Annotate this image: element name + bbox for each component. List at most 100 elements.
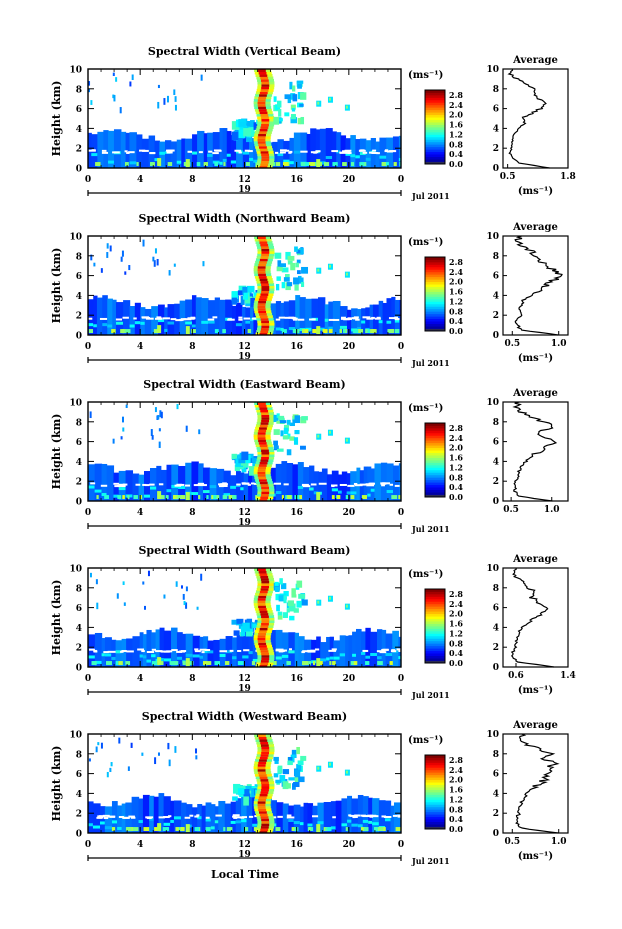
heatmap-cell (245, 162, 250, 167)
heatmap-cell (117, 805, 123, 833)
heatmap-cell (379, 137, 387, 168)
y-tick-label: 10 (69, 399, 82, 409)
heatmap-cell (191, 807, 198, 833)
heatmap-cell (243, 796, 249, 806)
heatmap-cell (292, 85, 296, 92)
heatmap-cell (146, 629, 152, 667)
heatmap-cell (257, 302, 266, 306)
colorbar-segment (425, 821, 445, 825)
heatmap-cell (181, 138, 186, 168)
heatmap-cell (337, 490, 342, 494)
heatmap-cell (372, 304, 380, 335)
heatmap-cell (138, 474, 145, 501)
heatmap-cell (93, 324, 97, 328)
heatmap-cell (129, 81, 132, 87)
colorbar-segment (425, 318, 445, 322)
heatmap-cell (307, 823, 313, 827)
heatmap-cell (261, 488, 270, 492)
heatmap-cell (253, 482, 258, 485)
x-tick-label: 0 (398, 342, 404, 352)
heatmap-cell (343, 329, 346, 334)
heatmap-cell (192, 134, 198, 168)
heatmap-cell (231, 131, 239, 141)
heatmap-cells (88, 734, 401, 833)
colorbar-segment (425, 811, 445, 815)
heatmap-cell (259, 813, 268, 817)
heatmap-cell (232, 796, 238, 801)
heatmap-cell (185, 492, 190, 501)
heatmap-cell (246, 794, 253, 833)
colorbar-tick-label: 0.8 (449, 139, 463, 149)
colorbar-segment (425, 328, 445, 332)
heatmap-cell (259, 572, 268, 576)
heatmap-cell (345, 604, 348, 608)
heatmap-cell (261, 248, 270, 252)
heatmap-cell (339, 329, 343, 334)
heatmap-cell (240, 472, 245, 501)
heatmap-cell (398, 463, 401, 501)
heatmap-cell (257, 103, 266, 107)
heatmap-cell (222, 495, 228, 500)
heatmap-cell (316, 159, 321, 168)
colorbar-tick-label: 1.6 (449, 287, 463, 297)
heatmap-cell (228, 495, 235, 500)
heatmap-cell (278, 595, 285, 602)
heatmap-cell (151, 435, 154, 440)
heatmap-cell (337, 474, 343, 501)
heatmap-cell (157, 84, 160, 89)
heatmap-cell (246, 285, 255, 293)
heatmap-cell (384, 149, 389, 152)
heatmap-cell (370, 488, 375, 492)
heatmap-cell (247, 150, 253, 153)
heatmap-cell (196, 162, 201, 167)
heatmap-cell (166, 464, 172, 501)
heatmap-cell (249, 138, 254, 168)
heatmap-cell (391, 649, 396, 652)
heatmap-cell (252, 823, 258, 827)
heatmap-cell (168, 759, 171, 767)
heatmap-cell (241, 795, 248, 833)
heatmap-cell (160, 495, 165, 500)
heatmap-cells (88, 568, 401, 667)
heatmap-cell (252, 632, 259, 667)
heatmap-cell (185, 484, 191, 487)
heatmap-cell (279, 775, 286, 783)
colorbar-segment (425, 432, 445, 436)
heatmap-cell (258, 734, 266, 737)
chart-title: Spectral Width (Eastward Beam) (143, 378, 345, 391)
heatmap-cell (301, 416, 308, 421)
profile-y-tick-label: 8 (493, 750, 499, 760)
heatmap-cell (274, 581, 279, 586)
heatmap-cell (261, 820, 270, 824)
heatmap-cell (100, 484, 108, 487)
colorbar-tick-label: 0.4 (449, 149, 463, 159)
heatmap-cell (152, 256, 155, 262)
heatmap-cell (257, 270, 266, 274)
heatmap-cell (309, 318, 316, 321)
heatmap-cell (312, 805, 319, 833)
colorbar-segment (425, 467, 445, 471)
heatmap-cell (352, 816, 356, 819)
heatmap-cell (257, 768, 266, 772)
heatmap-cell (113, 482, 119, 485)
date-month: Jul 2011 (411, 358, 450, 368)
heatmap-cell (113, 129, 122, 168)
colorbar-segment (425, 623, 445, 627)
heatmap-cell (297, 485, 304, 489)
colorbar-tick-label: 0.0 (449, 492, 463, 502)
heatmap-cell (257, 436, 266, 440)
heatmap-cell (276, 100, 282, 108)
heatmap-cell (100, 268, 103, 273)
profile-x-label: (ms⁻¹) (518, 186, 553, 197)
heatmap-cell (236, 483, 241, 486)
heatmap-cell (187, 661, 194, 666)
heatmap-cell (346, 491, 351, 495)
heatmap-cell (329, 661, 332, 666)
heatmap-cell (348, 635, 353, 667)
heatmap-cell (258, 404, 267, 408)
heatmap-cell (244, 296, 253, 304)
heatmap-cell (297, 760, 304, 766)
heatmap-cell (261, 615, 269, 619)
colorbar-segment (425, 479, 445, 483)
heatmap-cell (222, 158, 227, 162)
